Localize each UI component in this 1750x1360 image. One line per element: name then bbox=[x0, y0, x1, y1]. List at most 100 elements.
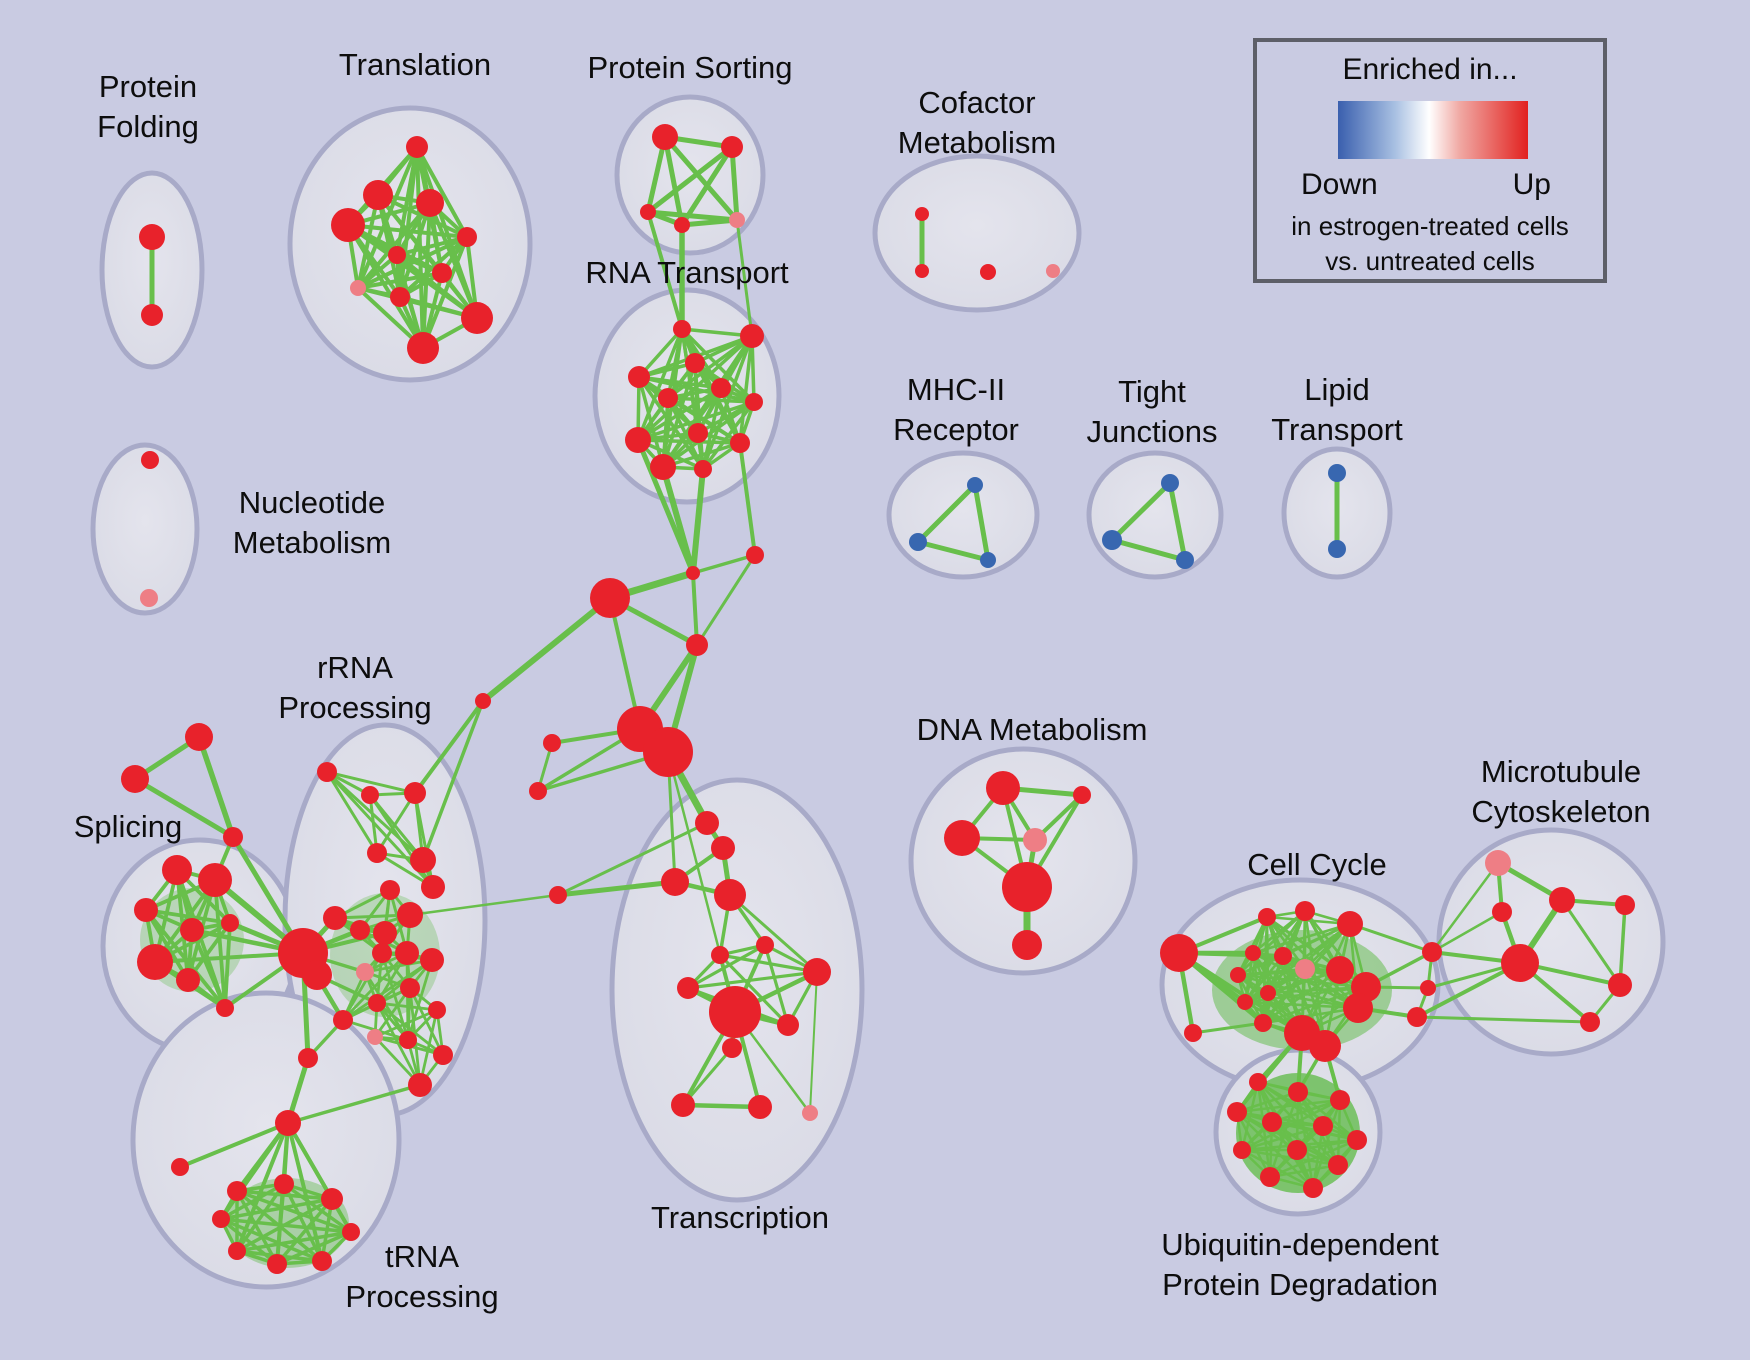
overlap-edge-t4-t11 bbox=[346, 223, 425, 350]
cluster-label-cofactor-metabolism: Cofactor bbox=[918, 85, 1035, 120]
gene-set-node-nm1 bbox=[141, 451, 159, 469]
gene-set-node-mh2 bbox=[909, 533, 927, 551]
cluster-label-tight-junctions: Tight bbox=[1118, 374, 1186, 409]
gene-set-node-r6 bbox=[745, 393, 763, 411]
gene-set-node-d1 bbox=[986, 771, 1020, 805]
overlap-edge-tx5-tx10 bbox=[718, 953, 790, 1027]
gene-set-node-mh1 bbox=[967, 477, 983, 493]
overlap-edge-t7-t8 bbox=[356, 271, 444, 290]
gene-set-node-ub8 bbox=[1233, 1141, 1251, 1159]
gene-set-node-tx14 bbox=[802, 1105, 818, 1121]
gene-set-node-tx3 bbox=[661, 868, 689, 896]
overlap-edge-u23-th bbox=[286, 1083, 422, 1125]
overlap-edge-r9-r10 bbox=[636, 438, 742, 445]
gene-set-node-q4 bbox=[180, 918, 204, 942]
gene-set-node-u21 bbox=[399, 1031, 417, 1049]
gene-set-node-g6 bbox=[267, 1254, 287, 1274]
gene-set-node-m7 bbox=[1580, 1012, 1600, 1032]
gene-set-node-tx5 bbox=[711, 946, 729, 964]
overlap-edge-t4-t5 bbox=[346, 223, 469, 239]
overlap-edge-t1-t8 bbox=[356, 145, 419, 290]
gene-set-node-t5 bbox=[457, 227, 477, 247]
cluster-label-transcription: Transcription bbox=[651, 1200, 829, 1235]
gene-set-node-rx1 bbox=[475, 693, 491, 709]
cluster-label-rna-transport: RNA Transport bbox=[585, 255, 789, 290]
overlap-edge-u15-u21 bbox=[406, 958, 434, 1042]
gene-set-node-u13 bbox=[372, 943, 392, 963]
gene-set-node-lk3 bbox=[1407, 1007, 1427, 1027]
overlap-edge-s1-s5 bbox=[662, 134, 740, 223]
overlap-edge-u12-u21 bbox=[363, 970, 410, 1042]
overlap-edge-r10-r11 bbox=[661, 441, 742, 469]
gene-set-node-d4 bbox=[1023, 828, 1047, 852]
gene-set-node-u20 bbox=[367, 1029, 383, 1045]
gene-set-node-u19 bbox=[333, 1010, 353, 1030]
gene-set-node-th bbox=[275, 1110, 301, 1136]
overlap-edge-s5-r2 bbox=[735, 218, 754, 338]
gene-set-node-s4 bbox=[674, 217, 690, 233]
gene-set-node-ub12 bbox=[1303, 1178, 1323, 1198]
overlap-edge-s3-r1 bbox=[646, 210, 684, 331]
gene-set-node-tx1 bbox=[695, 811, 719, 835]
overlap-edge-th-g8 bbox=[219, 1121, 290, 1221]
overlap-edge-t3-t8 bbox=[356, 201, 432, 290]
overlap-edge-s2-s4 bbox=[679, 144, 735, 228]
overlap-edge-th-g7 bbox=[235, 1121, 290, 1253]
gene-set-node-u2 bbox=[361, 786, 379, 804]
overlap-edge-cc9-cc11 bbox=[1266, 985, 1368, 995]
gene-set-node-mh3 bbox=[980, 552, 996, 568]
legend-subtitle-line2: vs. untreated cells bbox=[1325, 246, 1535, 276]
gene-set-node-g7 bbox=[228, 1242, 246, 1260]
gene-set-node-d6 bbox=[1012, 930, 1042, 960]
gene-set-node-q7 bbox=[176, 968, 200, 992]
gene-set-node-u12 bbox=[356, 963, 374, 981]
gene-set-node-cc18 bbox=[1230, 967, 1246, 983]
overlap-edge-b1-b2 bbox=[691, 553, 757, 575]
gene-set-node-q5 bbox=[221, 914, 239, 932]
cluster-ellipse-mhc-ii-receptor bbox=[886, 450, 1040, 580]
overlap-edge-a1-c1 bbox=[196, 734, 236, 840]
gene-set-node-cc4 bbox=[1337, 911, 1363, 937]
cluster-label-mhc-ii-receptor: Receptor bbox=[893, 412, 1019, 447]
overlap-edge-b2-b4 bbox=[695, 553, 757, 647]
overlap-edge-u17-u20 bbox=[373, 1008, 439, 1039]
overlap-edge-r11-b1 bbox=[660, 464, 696, 576]
cluster-label-translation: Translation bbox=[339, 47, 491, 82]
overlap-edge-q2-q8 bbox=[213, 878, 227, 1010]
overlap-edge-s3-s5 bbox=[645, 209, 740, 223]
gene-set-node-iso bbox=[171, 1158, 189, 1176]
gene-set-node-ub11 bbox=[1260, 1167, 1280, 1187]
overlap-edge-ub6-ub8 bbox=[1240, 1124, 1325, 1152]
gene-set-node-ub2 bbox=[1288, 1082, 1308, 1102]
cluster-ellipse-trna-processing bbox=[130, 990, 402, 1290]
overlap-edge-g6-g8 bbox=[219, 1217, 279, 1266]
gene-set-node-r11 bbox=[650, 454, 676, 480]
gene-set-node-u5 bbox=[410, 847, 436, 873]
overlap-edge-u1-u4 bbox=[325, 770, 379, 855]
gene-set-node-u17 bbox=[428, 1001, 446, 1019]
gene-set-node-cc6 bbox=[1274, 947, 1292, 965]
overlap-edge-m5-m6 bbox=[1618, 903, 1627, 987]
overlap-edge-tx5-tx9 bbox=[718, 953, 819, 974]
gene-set-node-cc5 bbox=[1245, 945, 1261, 961]
overlap-edge-r7-r10 bbox=[666, 396, 742, 445]
cluster-label-protein-folding: Folding bbox=[97, 109, 199, 144]
overlap-edge-r4-r6 bbox=[637, 375, 756, 404]
gene-set-node-t6 bbox=[388, 246, 406, 264]
cluster-label-nucleotide-metabolism: Nucleotide bbox=[239, 485, 385, 520]
overlap-edge-mh2-mh3 bbox=[915, 539, 991, 563]
overlap-edge-rx1-u3 bbox=[413, 699, 485, 795]
cluster-label-cell-cycle: Cell Cycle bbox=[1247, 847, 1387, 882]
gene-set-node-hb2 bbox=[302, 960, 332, 990]
overlap-edge-v1-tx1 bbox=[556, 821, 709, 897]
gene-set-node-cc11 bbox=[1260, 985, 1276, 1001]
overlap-edge-iso-th bbox=[178, 1121, 290, 1169]
gene-set-node-v1 bbox=[549, 886, 567, 904]
gene-set-node-tx10 bbox=[777, 1014, 799, 1036]
overlap-edge-ub7-ub11 bbox=[1268, 1138, 1359, 1179]
overlap-edge-g2-g8 bbox=[219, 1182, 286, 1221]
cluster-label-trna-processing: tRNA bbox=[385, 1239, 459, 1274]
overlap-edge-cc16-cc12 bbox=[1191, 1021, 1265, 1035]
